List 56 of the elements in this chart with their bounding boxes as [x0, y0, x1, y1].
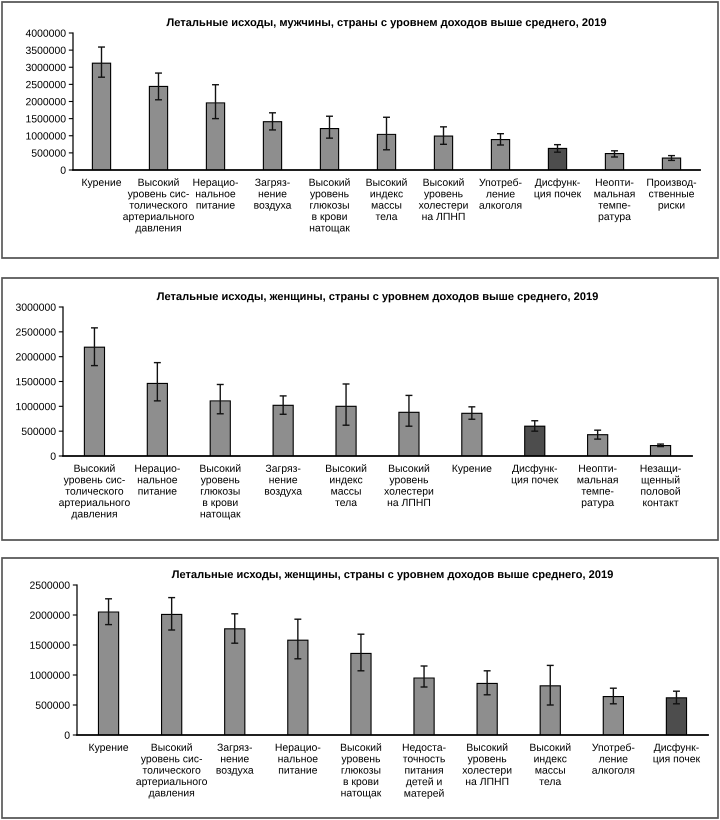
- y-tick-label: 2500000: [16, 328, 56, 336]
- y-tick-label: 2000000: [26, 98, 66, 106]
- x-tick-label: Употреб- ление алкоголя: [592, 743, 634, 774]
- y-tick-label: 1000000: [16, 402, 56, 410]
- y-tick-label: 1500000: [30, 642, 70, 649]
- x-tick-label: Высокий уровень холестери на ЛПНП: [462, 743, 512, 786]
- y-tick-label: 1000000: [26, 132, 66, 140]
- x-tick-label: Нерацио- нальное питание: [193, 178, 238, 209]
- x-tick-label: Загряз- нение воздуха: [254, 178, 292, 211]
- x-tick-label: Нерацио- нальное питание: [276, 744, 320, 774]
- x-tick-label: Курение: [452, 464, 492, 474]
- x-tick-label: Высокий уровень холестери на ЛПНП: [384, 464, 434, 506]
- x-tick-label: Неопти- мальная темпе- ратура: [594, 178, 635, 222]
- x-tick-label: Неопти- мальная темпе- ратура: [578, 464, 618, 508]
- y-tick-label: 3000000: [26, 64, 66, 72]
- x-tick-label: Недоста- точность питания детей и матерей: [402, 744, 446, 799]
- x-tick-label: Употреб- ление алкоголя: [479, 178, 522, 209]
- x-tick-label: Нерацио- нальное питание: [135, 464, 180, 495]
- y-tick-label: 2000000: [16, 353, 56, 361]
- y-tick-label: 3000000: [16, 304, 56, 311]
- x-tick-label: Высокий уровень сис- толического артериального давления: [136, 743, 208, 798]
- x-tick-label: Высокий уровень сис- толического артериального давления: [59, 464, 130, 520]
- y-tick-label: 2000000: [30, 612, 70, 619]
- y-tick-label: 4000000: [26, 30, 66, 37]
- x-tick-label: Дисфунк- ция почек: [654, 743, 700, 764]
- x-tick-label: Высокий индекс массы тела: [530, 743, 570, 786]
- y-tick-label: 0: [60, 166, 66, 174]
- y-tick-label: 1500000: [16, 378, 56, 386]
- y-tick-label: 3500000: [26, 46, 66, 54]
- x-tick-label: Высокий уровень глюкозы в крови натощак: [309, 178, 350, 234]
- x-tick-label: Незащи- щенный половой контакт: [640, 464, 681, 506]
- x-tick-label: Высокий индекс массы тела: [326, 464, 366, 506]
- y-tick-label: 0: [64, 732, 70, 739]
- y-tick-label: 2500000: [30, 582, 70, 589]
- y-tick-label: 2500000: [26, 80, 66, 88]
- x-tick-label: Высокий уровень сис- толического артериального давления: [123, 178, 194, 234]
- x-tick-label: Загряз- нение воздуха: [264, 464, 302, 497]
- y-tick-label: 1000000: [30, 672, 70, 679]
- x-tick-label: Дисфунк- ция почек: [534, 178, 582, 200]
- y-tick-label: 500000: [36, 702, 70, 709]
- y-tick-label: 1500000: [26, 115, 66, 122]
- x-tick-label: Высокий уровень глюкозы в крови натощак: [340, 743, 382, 798]
- x-tick-label: Загряз- нение воздуха: [216, 744, 254, 776]
- y-tick-label: 500000: [22, 428, 56, 436]
- chart-title: Летальные исходы, женщины, страны с уровнем доходов выше среднего, 2019: [172, 570, 613, 580]
- y-tick-label: 0: [50, 452, 56, 460]
- chart-title: Летальные исходы, мужчины, страны с уровнем доходов выше среднего, 2019: [166, 18, 606, 28]
- x-tick-label: Высокий индекс массы тела: [366, 178, 407, 220]
- x-tick-label: Высокий уровень глюкозы в крови натощак: [200, 464, 241, 520]
- x-tick-label: Дисфунк- ция почек: [512, 464, 558, 486]
- x-tick-label: Курение: [82, 178, 122, 188]
- x-tick-label: Курение: [89, 744, 128, 754]
- y-tick-label: 500000: [32, 149, 66, 157]
- x-tick-label: Высокий уровень холестери на ЛПНП: [418, 178, 468, 220]
- x-tick-label: Производ- ственные риски: [647, 178, 696, 211]
- chart-title: Летальные исходы, женщины, страны с уровнем доходов выше среднего, 2019: [156, 292, 598, 302]
